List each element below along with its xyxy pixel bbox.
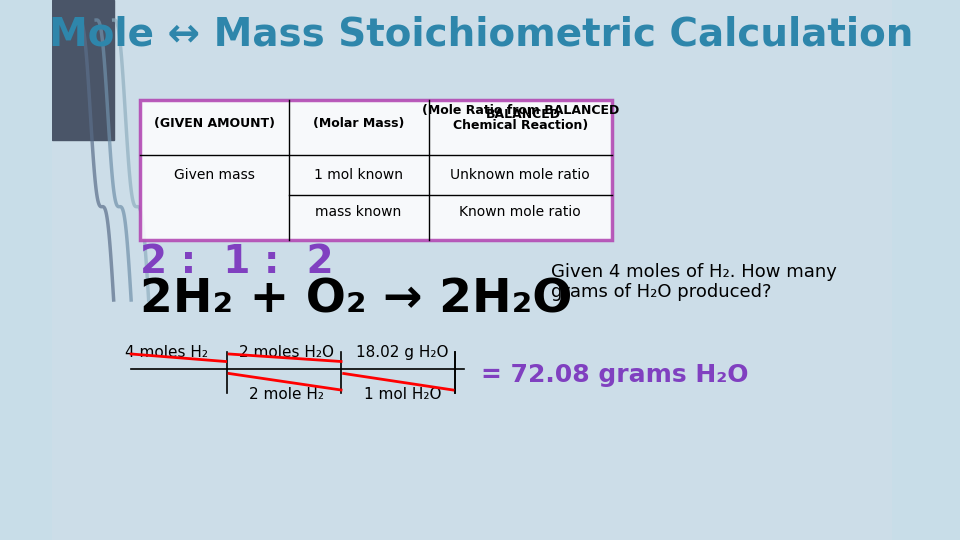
Text: (GIVEN AMOUNT): (GIVEN AMOUNT) (154, 118, 275, 131)
Text: Given mass: Given mass (174, 168, 254, 182)
Text: 2 :  1 :  2: 2 : 1 : 2 (140, 243, 333, 281)
Text: Unknown mole ratio: Unknown mole ratio (450, 168, 590, 182)
Text: (Molar Mass): (Molar Mass) (313, 118, 404, 131)
Text: (Mole Ratio from BALANCED
Chemical Reaction): (Mole Ratio from BALANCED Chemical React… (421, 104, 619, 132)
Text: 1 mol H₂O: 1 mol H₂O (364, 387, 441, 402)
Text: 4 moles H₂: 4 moles H₂ (125, 345, 207, 360)
FancyBboxPatch shape (140, 100, 612, 240)
Text: BALANCED: BALANCED (486, 107, 561, 120)
Text: 2 mole H₂: 2 mole H₂ (250, 387, 324, 402)
Text: Known mole ratio: Known mole ratio (460, 205, 581, 219)
Text: = 72.08 grams H₂O: = 72.08 grams H₂O (481, 363, 749, 387)
Bar (53, 0, 113, 140)
Text: 2H₂ + O₂ → 2H₂O: 2H₂ + O₂ → 2H₂O (140, 278, 572, 322)
Text: 2 moles H₂O: 2 moles H₂O (239, 345, 334, 360)
Text: Mole ↔ Mass Stoichiometric Calculation: Mole ↔ Mass Stoichiometric Calculation (49, 16, 913, 54)
Text: mass known: mass known (316, 205, 401, 219)
Text: 18.02 g H₂O: 18.02 g H₂O (356, 345, 448, 360)
Text: Given 4 moles of H₂. How many
grams of H₂O produced?: Given 4 moles of H₂. How many grams of H… (551, 262, 837, 301)
Text: 1 mol known: 1 mol known (314, 168, 403, 182)
